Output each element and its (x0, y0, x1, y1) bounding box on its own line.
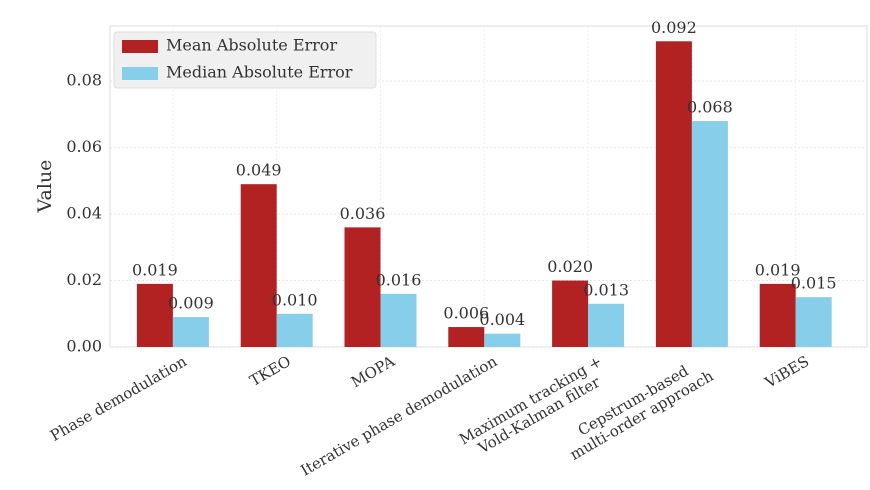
bar (691, 121, 728, 348)
bar (759, 283, 796, 347)
legend: Mean Absolute Error Median Absolute Error (113, 31, 377, 89)
value-label: 0.068 (687, 98, 733, 117)
bar (448, 327, 485, 347)
bar (552, 280, 589, 347)
bar (795, 297, 832, 347)
y-axis-label: Value (34, 160, 56, 214)
value-label: 0.015 (791, 274, 837, 293)
legend-label: Median Absolute Error (166, 63, 353, 82)
value-label: 0.004 (479, 310, 525, 329)
value-label: 0.019 (755, 260, 801, 279)
bar (484, 333, 521, 347)
legend-swatch (122, 67, 158, 80)
bar (240, 184, 277, 347)
y-tick-label: 0.06 (66, 137, 102, 156)
value-label: 0.019 (132, 260, 178, 279)
bar (588, 303, 625, 347)
bar (172, 317, 209, 347)
bar (136, 283, 173, 347)
value-label: 0.049 (236, 161, 282, 180)
y-tick-label: 0.02 (66, 270, 102, 289)
value-label: 0.016 (376, 270, 422, 289)
bar (380, 293, 417, 347)
value-label: 0.092 (651, 18, 697, 37)
bar (344, 227, 381, 347)
value-label: 0.013 (583, 280, 629, 299)
legend-swatch (122, 40, 158, 53)
legend-box (113, 31, 377, 89)
value-label: 0.020 (547, 257, 593, 276)
value-label: 0.010 (272, 290, 318, 309)
y-tick-label: 0.00 (66, 337, 102, 356)
bar (655, 41, 692, 348)
legend-label: Mean Absolute Error (166, 36, 337, 55)
value-label: 0.036 (340, 204, 386, 223)
y-tick-label: 0.08 (66, 71, 102, 90)
value-label: 0.006 (443, 304, 489, 323)
bar (276, 313, 313, 347)
value-label: 0.009 (168, 294, 214, 313)
y-tick-label: 0.04 (66, 204, 102, 223)
